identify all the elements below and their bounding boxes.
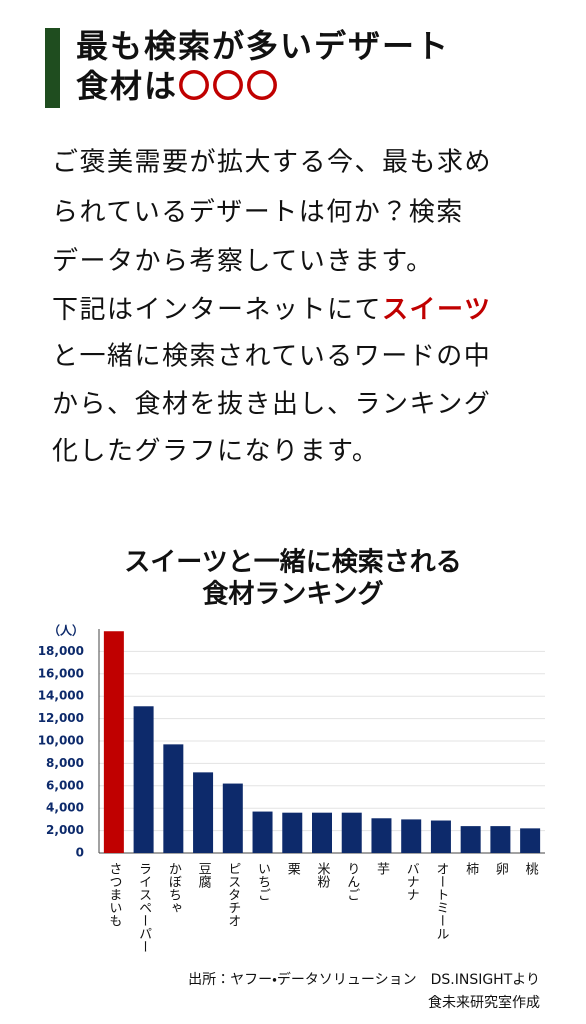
title-highlight: 〇〇〇 [178,67,280,105]
bar [103,631,124,853]
bar [133,706,154,853]
source: 出所：ヤフー・データソリューション DS.INSIGHTより [188,971,540,988]
x-tick-label: 芋 [374,862,390,875]
bar [490,826,511,853]
bar [222,783,243,853]
x-tick-label: オートミール [433,862,448,940]
body-line: ご褒美需要が拡大する今、最も求め [52,148,492,178]
body-line: データから考察していきます。 [52,247,434,277]
y-tick-label: 6,000 [46,778,84,792]
bar [312,812,332,853]
y-tick-label: 14,000 [38,689,84,703]
title: 最も検索が多いデザート [76,27,450,65]
bar [252,811,273,853]
y-tick-label: 10,000 [38,734,84,748]
x-tick-label: ピスタチオ [225,862,240,927]
body-line: られているデザートは何か？検索 [52,198,464,228]
body-line: と一緒に検索されているワードの中 [52,342,491,372]
x-tick-label: ライスペーパー [136,862,152,953]
body-line: 化したグラフになります。 [52,437,379,467]
x-tick-label: バナナ [404,862,420,901]
y-tick-label: 12,000 [38,711,84,725]
title: 食材は〇〇〇 [76,67,280,105]
bar [371,818,392,853]
x-tick-label: 豆腐 [196,862,212,889]
x-tick-label: いちご [255,862,270,901]
x-tick-label: かぼちゃ [166,862,181,914]
bar [193,772,214,853]
source: 食未来研究室作成 [428,994,540,1011]
body-line: 下記はインターネットにてスイーツ [52,295,492,325]
x-tick-label: 米粉 [315,862,331,888]
x-tick-label: 卵 [493,862,509,876]
x-tick-label: 柿 [463,862,479,875]
y-tick-label: 16,000 [38,666,84,680]
bar [163,744,184,853]
x-tick-label: 栗 [285,862,301,875]
bar [401,819,422,853]
y-tick-label: 0 [76,846,84,860]
y-tick-label: 18,000 [38,644,84,658]
bar [520,828,541,853]
bar [341,812,362,853]
x-tick-label: 桃 [523,862,539,876]
bar [460,826,481,853]
y-tick-label: 8,000 [46,756,84,770]
y-tick-label: 2,000 [46,823,84,837]
y-unit: （人） [48,623,84,638]
x-tick-label: さつまいも [106,862,121,927]
x-tick-label: りんご [344,862,359,901]
body-line: から、食材を抜き出し、ランキング [52,390,491,420]
bar [282,812,303,853]
chart-title: スイーツと一緒に検索される [124,548,461,578]
y-tick-label: 4,000 [46,801,84,815]
chart-title: 食材ランキング [202,579,383,610]
bar [430,820,451,853]
body-text: 下記はインターネットにて [52,295,382,325]
body-highlight: スイーツ [382,295,491,325]
title-bar [45,28,60,108]
title-text: 食材は [76,67,178,105]
